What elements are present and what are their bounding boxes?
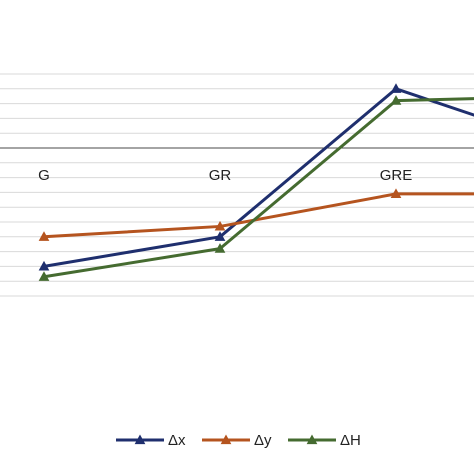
series xyxy=(38,188,474,241)
series-line xyxy=(43,87,474,268)
legend-marker xyxy=(306,434,318,445)
data-point xyxy=(38,231,50,241)
data-point xyxy=(214,220,226,231)
series xyxy=(38,83,474,271)
data-point xyxy=(390,83,402,93)
data-point xyxy=(38,271,50,281)
legend-label: ΔH xyxy=(340,432,361,449)
category-label: GRE xyxy=(380,167,413,184)
data-point xyxy=(390,95,402,105)
legend-marker xyxy=(134,434,146,445)
legend-label: Δx xyxy=(168,432,186,449)
category-label: G xyxy=(38,167,50,184)
data-point xyxy=(38,260,50,271)
data-point xyxy=(214,231,226,241)
data-point xyxy=(390,188,402,198)
series-line xyxy=(43,192,474,239)
series xyxy=(38,95,474,281)
legend-label: Δy xyxy=(254,432,272,449)
category-labels: G GR GRE xyxy=(38,167,412,184)
legend: Δx Δy ΔH xyxy=(116,432,361,449)
legend-item: Δy xyxy=(202,432,272,449)
category-label: GR xyxy=(209,167,232,184)
legend-marker xyxy=(220,434,232,445)
legend-item: Δx xyxy=(116,432,186,449)
series-line xyxy=(43,97,474,279)
series-lines xyxy=(38,83,474,281)
data-point xyxy=(214,243,226,253)
legend-item: ΔH xyxy=(288,432,361,449)
